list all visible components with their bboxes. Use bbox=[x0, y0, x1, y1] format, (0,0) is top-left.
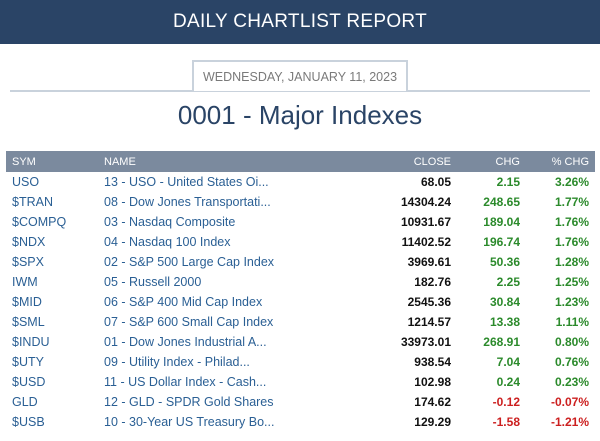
percent-change-value: 0.80% bbox=[554, 335, 589, 349]
table-row: USO 13 - USO - United States Oi... 68.05 2.… bbox=[6, 172, 595, 192]
table-row: $NDX 04 - Nasdaq 100 Index 11402.52 196.74 1… bbox=[6, 232, 595, 252]
percent-change-value: 0.76% bbox=[554, 355, 589, 369]
close-value: 182.76 bbox=[414, 275, 451, 289]
index-name-link[interactable]: 11 - US Dollar Index - Cash... bbox=[104, 375, 267, 389]
index-name-link[interactable]: 02 - S&P 500 Large Cap Index bbox=[104, 255, 275, 269]
report-header-bar: DAILY CHARTLIST REPORT bbox=[0, 0, 600, 44]
symbol-link[interactable]: USO bbox=[12, 175, 40, 189]
column-header-chg[interactable]: CHG bbox=[495, 155, 520, 168]
table-row: $TRAN 08 - Dow Jones Transportati... 14304… bbox=[6, 192, 595, 212]
change-value: 2.25 bbox=[496, 275, 520, 289]
table-body: USO 13 - USO - United States Oi... 68.05 2.… bbox=[6, 172, 595, 432]
index-name-link[interactable]: 05 - Russell 2000 bbox=[104, 275, 202, 289]
symbol-link[interactable]: GLD bbox=[12, 395, 38, 409]
report-header-title: DAILY CHARTLIST REPORT bbox=[172, 11, 428, 32]
close-value: 33973.01 bbox=[400, 335, 451, 349]
percent-change-value: 1.23% bbox=[554, 295, 589, 309]
symbol-link[interactable]: $SPX bbox=[12, 255, 44, 269]
close-value: 3969.61 bbox=[407, 255, 451, 269]
index-name-link[interactable]: 10 - 30-Year US Treasury Bo... bbox=[104, 415, 275, 429]
table-row: $SML 07 - S&P 600 Small Cap Index 1214.57 1… bbox=[6, 312, 595, 332]
change-value: 13.38 bbox=[489, 315, 520, 329]
percent-change-value: 1.25% bbox=[554, 275, 589, 289]
table-row: $SPX 02 - S&P 500 Large Cap Index 3969.61 5… bbox=[6, 252, 595, 272]
column-header-close[interactable]: CLOSE bbox=[413, 155, 451, 168]
table-header-row: SYM NAME CLOSE CHG % CHG bbox=[6, 151, 595, 172]
table-row: $UTY 09 - Utility Index - Philad... 938.54… bbox=[6, 352, 595, 372]
change-value: -0.12 bbox=[492, 395, 520, 409]
symbol-link[interactable]: $COMPQ bbox=[12, 215, 67, 229]
table-row: $INDU 01 - Dow Jones Industrial A... 33973… bbox=[6, 332, 595, 352]
index-name-link[interactable]: 09 - Utility Index - Philad... bbox=[104, 355, 250, 369]
percent-change-value: -0.07% bbox=[550, 395, 589, 409]
close-value: 1214.57 bbox=[407, 315, 451, 329]
index-table: SYM NAME CLOSE CHG % CHG USO 13 - USO - U… bbox=[6, 151, 595, 432]
percent-change-value: 1.76% bbox=[554, 215, 589, 229]
change-value: 0.24 bbox=[496, 375, 520, 389]
index-name-link[interactable]: 12 - GLD - SPDR Gold Shares bbox=[104, 395, 274, 409]
report-date: WEDNESDAY, JANUARY 11, 2023 bbox=[192, 60, 408, 91]
index-name-link[interactable]: 01 - Dow Jones Industrial A... bbox=[104, 335, 267, 349]
symbol-link[interactable]: $SML bbox=[12, 315, 45, 329]
close-value: 174.62 bbox=[414, 395, 451, 409]
report-date-section: WEDNESDAY, JANUARY 11, 2023 bbox=[10, 60, 590, 92]
index-name-link[interactable]: 06 - S&P 400 Mid Cap Index bbox=[104, 295, 263, 309]
change-value: 2.15 bbox=[496, 175, 520, 189]
index-name-link[interactable]: 13 - USO - United States Oi... bbox=[104, 175, 269, 189]
change-value: 30.84 bbox=[489, 295, 520, 309]
table-row: $MID 06 - S&P 400 Mid Cap Index 2545.36 30.… bbox=[6, 292, 595, 312]
close-value: 129.29 bbox=[414, 415, 451, 429]
column-header-pct-chg[interactable]: % CHG bbox=[551, 155, 589, 168]
table-row: IWM 05 - Russell 2000 182.76 2.25 1.25% bbox=[6, 272, 595, 292]
column-header-sym[interactable]: SYM bbox=[12, 155, 36, 168]
change-value: 7.04 bbox=[496, 355, 520, 369]
percent-change-value: 0.23% bbox=[554, 375, 589, 389]
table-row: $USB 10 - 30-Year US Treasury Bo... 129.29… bbox=[6, 412, 595, 432]
table-row: $COMPQ 03 - Nasdaq Composite 10931.67 189.0… bbox=[6, 212, 595, 232]
index-table-container: SYM NAME CLOSE CHG % CHG USO 13 - USO - U… bbox=[6, 151, 595, 432]
index-name-link[interactable]: 04 - Nasdaq 100 Index bbox=[104, 235, 231, 249]
change-value: 189.04 bbox=[483, 215, 520, 229]
change-value: 196.74 bbox=[483, 235, 520, 249]
date-divider bbox=[10, 90, 590, 92]
symbol-link[interactable]: $NDX bbox=[12, 235, 46, 249]
percent-change-value: 1.28% bbox=[554, 255, 589, 269]
symbol-link[interactable]: $USB bbox=[12, 415, 45, 429]
percent-change-value: 1.76% bbox=[554, 235, 589, 249]
change-value: -1.58 bbox=[492, 415, 520, 429]
percent-change-value: 1.77% bbox=[554, 195, 589, 209]
close-value: 68.05 bbox=[420, 175, 451, 189]
change-value: 50.36 bbox=[489, 255, 520, 269]
index-name-link[interactable]: 08 - Dow Jones Transportati... bbox=[104, 195, 271, 209]
column-header-name[interactable]: NAME bbox=[104, 155, 136, 168]
change-value: 248.65 bbox=[483, 195, 520, 209]
close-value: 11402.52 bbox=[401, 235, 451, 249]
symbol-link[interactable]: $USD bbox=[12, 375, 46, 389]
symbol-link[interactable]: IWM bbox=[12, 275, 38, 289]
change-value: 268.91 bbox=[483, 335, 520, 349]
symbol-link[interactable]: $TRAN bbox=[12, 195, 53, 209]
close-value: 10931.67 bbox=[400, 215, 451, 229]
chartlist-title: 0001 - Major Indexes bbox=[177, 100, 423, 130]
close-value: 14304.24 bbox=[400, 195, 451, 209]
symbol-link[interactable]: $INDU bbox=[12, 335, 50, 349]
symbol-link[interactable]: $MID bbox=[12, 295, 42, 309]
table-row: GLD 12 - GLD - SPDR Gold Shares 174.62 -0.1… bbox=[6, 392, 595, 412]
index-name-link[interactable]: 07 - S&P 600 Small Cap Index bbox=[104, 315, 274, 329]
close-value: 2545.36 bbox=[407, 295, 451, 309]
table-row: $USD 11 - US Dollar Index - Cash... 102.98… bbox=[6, 372, 595, 392]
percent-change-value: 3.26% bbox=[554, 175, 589, 189]
close-value: 938.54 bbox=[414, 355, 451, 369]
close-value: 102.98 bbox=[414, 375, 451, 389]
percent-change-value: 1.11% bbox=[555, 315, 589, 329]
symbol-link[interactable]: $UTY bbox=[12, 355, 44, 369]
percent-change-value: -1.21% bbox=[550, 415, 589, 429]
index-name-link[interactable]: 03 - Nasdaq Composite bbox=[104, 215, 236, 229]
